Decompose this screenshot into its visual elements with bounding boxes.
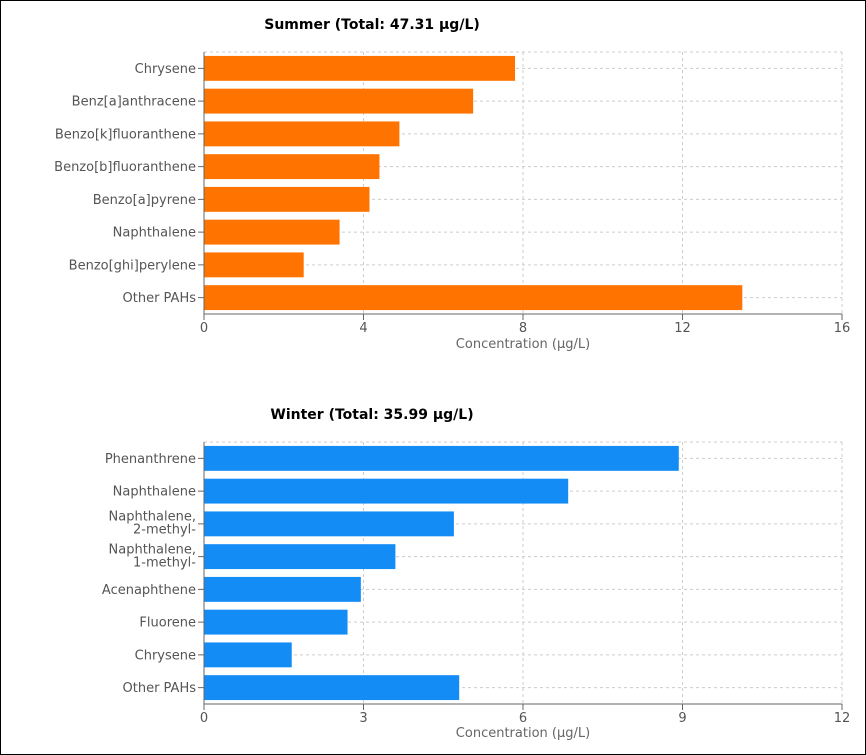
summer-x-tick-label: 0 bbox=[200, 321, 208, 336]
winter-chart: Winter (Total: 35.99 µg/L) Phenanthrene Na… bbox=[102, 407, 850, 741]
summer-bar bbox=[204, 154, 380, 180]
winter-chart-title: Winter (Total: 35.99 µg/L) bbox=[270, 407, 473, 423]
winter-bar bbox=[204, 642, 292, 668]
summer-category-label: Chrysene bbox=[135, 62, 196, 77]
summer-x-tick-label: 16 bbox=[834, 321, 851, 336]
winter-category-label: Phenanthrene bbox=[105, 452, 196, 467]
summer-bar bbox=[204, 186, 370, 212]
winter-x-tick-label: 9 bbox=[678, 711, 686, 726]
summer-bar bbox=[204, 219, 340, 245]
summer-x-axis-label: Concentration (µg/L) bbox=[456, 337, 590, 352]
summer-x-tick-label: 8 bbox=[519, 321, 527, 336]
summer-x-tick-label: 4 bbox=[359, 321, 367, 336]
winter-bar bbox=[204, 544, 396, 570]
winter-bar bbox=[204, 511, 454, 537]
summer-x-tick-label: 12 bbox=[674, 321, 691, 336]
summer-category-label: Benzo[ghi]perylene bbox=[69, 258, 196, 273]
winter-bar bbox=[204, 445, 679, 471]
winter-x-tick-label: 3 bbox=[359, 711, 367, 726]
winter-bar bbox=[204, 675, 460, 701]
winter-category-label-line: 2-methyl- bbox=[133, 523, 196, 538]
summer-bar bbox=[204, 285, 743, 311]
winter-category-label: Naphthalene bbox=[113, 485, 196, 500]
summer-bar bbox=[204, 55, 516, 81]
winter-bar bbox=[204, 609, 348, 635]
winter-category-label: Chrysene bbox=[135, 648, 196, 663]
summer-bar bbox=[204, 252, 304, 278]
winter-category-label: Naphthalene, 2-methyl- bbox=[109, 510, 197, 538]
winter-category-label-line: Naphthalene, bbox=[109, 542, 196, 557]
summer-chart-title: Summer (Total: 47.31 µg/L) bbox=[264, 17, 480, 33]
winter-x-tick-label: 0 bbox=[200, 711, 208, 726]
winter-category-label: Acenaphthene bbox=[102, 583, 196, 598]
winter-category-label: Fluorene bbox=[139, 616, 196, 631]
summer-category-label: Naphthalene bbox=[113, 226, 196, 241]
summer-category-label: Other PAHs bbox=[123, 291, 197, 306]
summer-category-label: Benzo[b]fluoranthene bbox=[54, 160, 196, 175]
summer-bar bbox=[204, 88, 474, 114]
winter-category-label: Other PAHs bbox=[123, 681, 197, 696]
winter-category-label: Naphthalene, 1-methyl- bbox=[109, 542, 197, 570]
winter-category-label-line: Naphthalene, bbox=[109, 510, 196, 525]
winter-bar bbox=[204, 576, 361, 602]
summer-category-label: Benz[a]anthracene bbox=[72, 95, 196, 110]
summer-category-label: Benzo[k]fluoranthene bbox=[55, 127, 196, 142]
summer-bar bbox=[204, 121, 400, 147]
summer-chart: Summer (Total: 47.31 µg/L) Chrysene Benz[a… bbox=[54, 17, 850, 352]
summer-category-label: Benzo[a]pyrene bbox=[93, 193, 196, 208]
winter-category-label-line: 1-methyl- bbox=[133, 555, 196, 570]
winter-x-axis-label: Concentration (µg/L) bbox=[456, 726, 590, 741]
winter-x-tick-label: 12 bbox=[834, 711, 851, 726]
winter-x-tick-label: 6 bbox=[519, 711, 527, 726]
winter-bar bbox=[204, 478, 569, 504]
